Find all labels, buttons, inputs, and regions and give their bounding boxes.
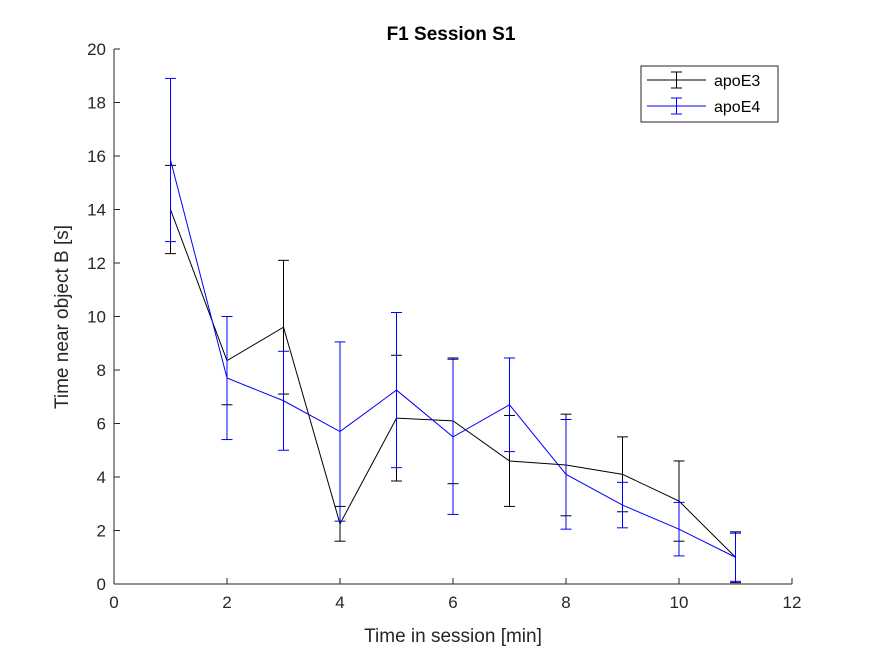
legend-entry-apoE4: apoE4 (647, 97, 760, 116)
x-tick-label: 2 (222, 593, 231, 612)
y-tick-label: 4 (97, 468, 106, 487)
x-axis-label: Time in session [min] (364, 626, 542, 647)
legend: apoE3 apoE4 (640, 65, 779, 123)
legend-entry-apoE3: apoE3 (647, 71, 760, 90)
y-tick-label: 14 (87, 201, 106, 220)
y-tick-label: 16 (87, 147, 106, 166)
y-tick-label: 6 (97, 415, 106, 434)
y-tick-label: 0 (97, 575, 106, 594)
x-tick-label: 10 (670, 593, 689, 612)
plot-area (165, 77, 741, 584)
y-ticks: 0 2 4 6 8 10 12 14 16 18 20 (87, 40, 120, 594)
x-tick-label: 8 (561, 593, 570, 612)
y-tick-label: 10 (87, 308, 106, 327)
chart-title: F1 Session S1 (387, 24, 516, 45)
y-tick-label: 20 (87, 40, 106, 59)
y-tick-label: 8 (97, 361, 106, 380)
x-tick-label: 0 (109, 593, 118, 612)
x-tick-label: 4 (335, 593, 344, 612)
x-ticks: 0 2 4 6 8 10 12 (109, 578, 801, 612)
x-tick-label: 6 (448, 593, 457, 612)
y-tick-label: 2 (97, 522, 106, 541)
y-tick-label: 18 (87, 94, 106, 113)
legend-label-apoE3: apoE3 (714, 73, 760, 90)
y-tick-label: 12 (87, 254, 106, 273)
series-apoE4 (165, 77, 741, 582)
legend-box (640, 65, 779, 123)
y-axis-label: Time near object B [s] (52, 225, 73, 409)
legend-label-apoE4: apoE4 (714, 99, 760, 116)
x-tick-label: 12 (783, 593, 802, 612)
